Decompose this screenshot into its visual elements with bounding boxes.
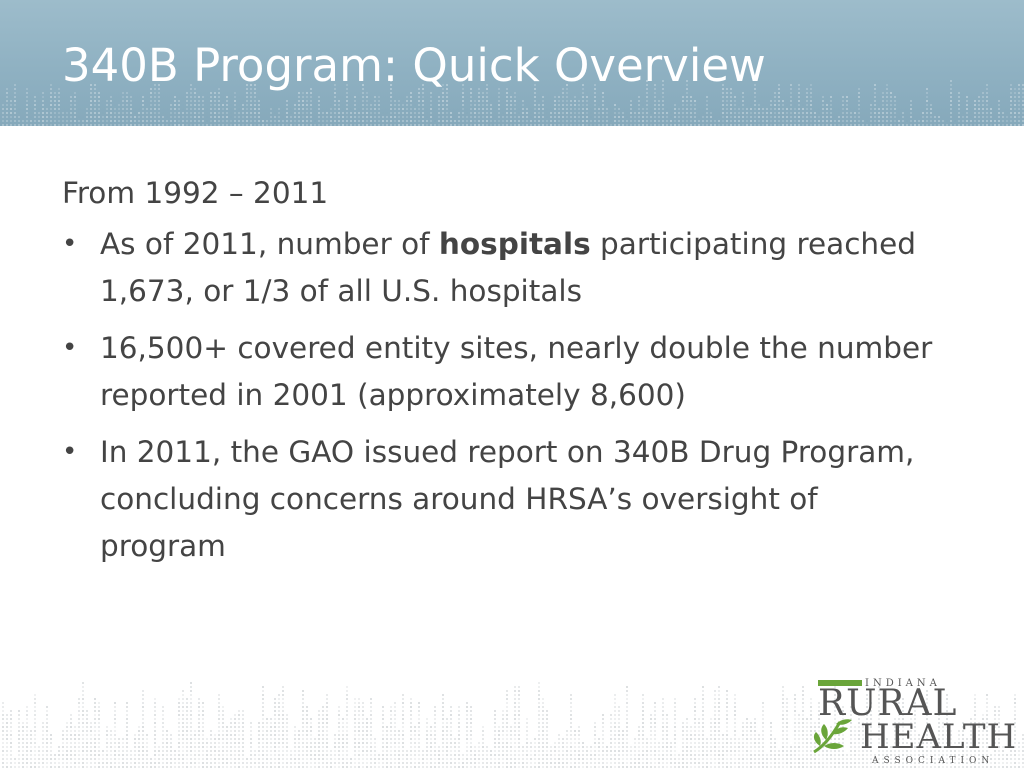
footer-dot-pattern bbox=[2, 682, 1024, 768]
logo-line-indiana: INDIANA bbox=[865, 678, 941, 689]
logo-accent-bar bbox=[818, 680, 862, 686]
header-dot-pattern bbox=[2, 80, 1024, 126]
bullet-text-start: As of 2011, number of bbox=[100, 227, 439, 261]
bullet-icon: • bbox=[62, 437, 78, 467]
association-logo: INDIANA RURAL HEALTH ASSOCIATION bbox=[810, 678, 1016, 768]
bullet-icon: • bbox=[62, 333, 78, 363]
title-banner: 340B Program: Quick Overview bbox=[0, 0, 1024, 126]
bullet-icon: • bbox=[62, 229, 78, 259]
bullet-text-end: participating reached 1,673, or 1/3 of a… bbox=[100, 227, 916, 308]
slide-title: 340B Program: Quick Overview bbox=[62, 39, 766, 92]
bullet-emphasis: hospitals bbox=[438, 227, 591, 261]
bullet-text: 16,500+ covered entity sites, nearly dou… bbox=[100, 331, 933, 412]
bullet-item: • In 2011, the GAO issued report on 340B… bbox=[62, 429, 942, 570]
leaf-icon bbox=[813, 719, 852, 754]
bullet-item: • 16,500+ covered entity sites, nearly d… bbox=[62, 325, 942, 419]
logo-line-health: HEALTH bbox=[860, 717, 1018, 757]
bullet-text: In 2011, the GAO issued report on 340B D… bbox=[100, 435, 915, 563]
logo-line-rural: RURAL bbox=[818, 683, 958, 724]
slide-body: From 1992 – 2011 • As of 2011, number of… bbox=[62, 170, 942, 580]
logo-line-association: ASSOCIATION bbox=[872, 756, 995, 766]
intro-line: From 1992 – 2011 bbox=[62, 176, 329, 210]
bullet-list: • As of 2011, number of hospitals partic… bbox=[62, 221, 942, 570]
bullet-item: • As of 2011, number of hospitals partic… bbox=[62, 221, 942, 315]
